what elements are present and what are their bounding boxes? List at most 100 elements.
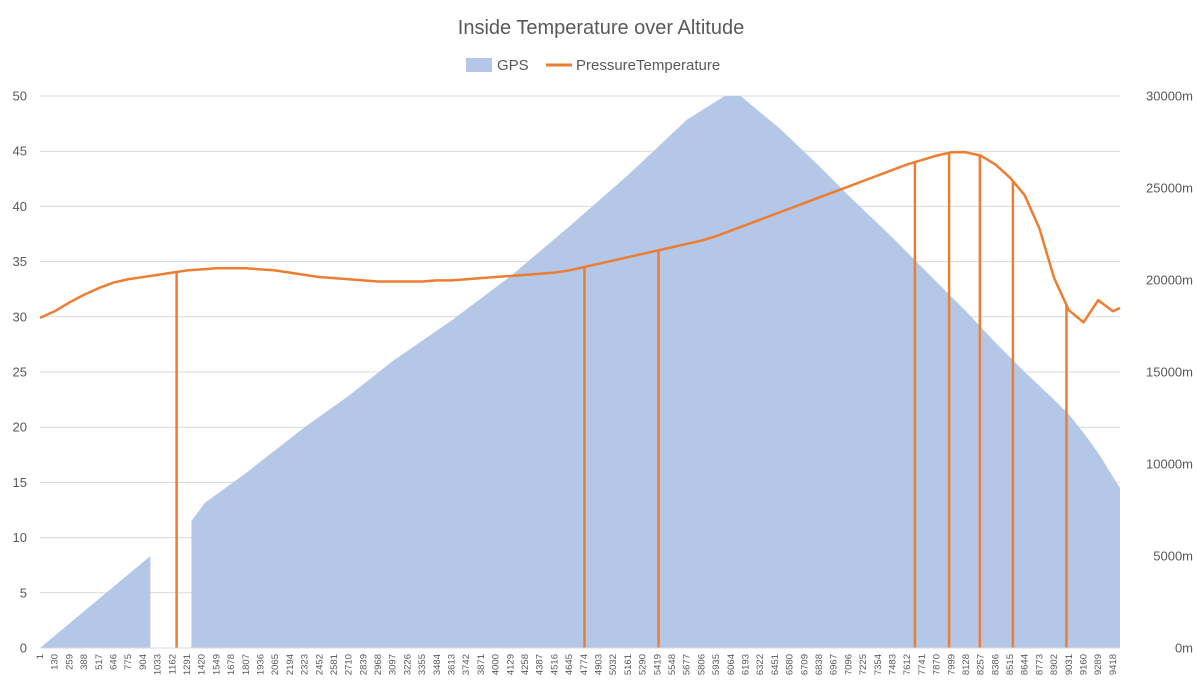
x-tick-label: 2065: [270, 654, 281, 675]
x-tick-label: 6064: [726, 654, 737, 675]
x-tick-label: 5806: [696, 654, 707, 675]
x-tick-label: 4516: [549, 654, 560, 675]
x-tick-label: 1549: [211, 654, 222, 675]
legend-gps-swatch: [466, 58, 492, 72]
x-tick-label: 2452: [314, 654, 325, 675]
gps-area-series: [40, 96, 1121, 648]
x-tick-label: 7999: [946, 654, 957, 675]
x-tick-label: 4645: [564, 654, 575, 675]
legend: GPS PressureTemperature: [466, 57, 720, 74]
x-tick-label: 4903: [594, 654, 605, 675]
x-tick-label: 8902: [1049, 654, 1060, 675]
pressure-temperature-series: [39, 151, 1121, 648]
x-tick-label: 775: [123, 654, 134, 670]
x-tick-label: 7870: [932, 654, 943, 675]
x-tick-label: 3484: [432, 654, 443, 675]
gps-area-segment-2: [191, 96, 1121, 648]
x-tick-label: 646: [108, 654, 119, 670]
x-tick-label: 7741: [917, 654, 928, 675]
y-right-tick-label: 10000m: [1146, 457, 1193, 472]
x-tick-label: 5161: [623, 654, 634, 675]
x-tick-label: 259: [64, 654, 75, 670]
y-right-tick-label: 0m: [1175, 641, 1193, 656]
x-tick-label: 2323: [300, 654, 311, 675]
x-tick-label: 3613: [447, 654, 458, 675]
x-tick-label: 7225: [858, 654, 869, 675]
x-tick-label: 5290: [638, 654, 649, 675]
x-tick-label: 3097: [388, 654, 399, 675]
gps-area-segment-1: [40, 556, 151, 648]
y-axis-right: 0m 5000m 10000m 15000m 20000m 25000m 30000m: [1146, 89, 1193, 656]
x-tick-label: 1291: [182, 654, 193, 675]
x-tick-label: 4387: [535, 654, 546, 675]
x-tick-label: 7354: [873, 654, 884, 675]
x-tick-label: 1678: [226, 654, 237, 675]
x-tick-label: 904: [138, 654, 149, 670]
legend-gps-label: GPS: [497, 57, 529, 74]
y-left-tick-label: 50: [13, 89, 27, 104]
x-tick-label: 1936: [255, 654, 266, 675]
x-tick-label: 5419: [652, 654, 663, 675]
x-tick-label: 1420: [197, 654, 208, 675]
x-tick-label: 7096: [843, 654, 854, 675]
x-tick-label: 4774: [579, 654, 590, 675]
x-tick-label: 7612: [902, 654, 913, 675]
x-tick-label: 1162: [167, 654, 178, 674]
x-tick-label: 3742: [461, 654, 472, 675]
x-tick-label: 6322: [755, 654, 766, 675]
x-tick-label: 3355: [417, 654, 428, 675]
x-tick-label: 2839: [358, 654, 369, 675]
x-tick-label: 9160: [1079, 654, 1090, 675]
x-tick-label: 6193: [740, 654, 751, 675]
x-tick-label: 9289: [1093, 654, 1104, 675]
y-left-tick-label: 35: [13, 254, 27, 269]
y-right-tick-label: 15000m: [1146, 365, 1193, 380]
y-right-tick-label: 20000m: [1146, 273, 1193, 288]
x-tick-label: 6838: [814, 654, 825, 675]
x-tick-label: 5677: [682, 654, 693, 675]
x-tick-label: 2968: [373, 654, 384, 675]
y-axis-left: 0 5 10 15 20 25 30 35 40 45 50: [13, 89, 27, 656]
y-left-tick-label: 0: [20, 641, 27, 656]
x-tick-label: 517: [94, 654, 105, 670]
y-right-tick-label: 25000m: [1146, 181, 1193, 196]
y-left-tick-label: 40: [13, 199, 27, 214]
x-tick-label: 2194: [285, 654, 296, 675]
x-tick-label: 8773: [1034, 654, 1045, 675]
x-tick-label: 5548: [667, 654, 678, 675]
x-tick-label: 1033: [153, 654, 164, 675]
x-tick-label: 4129: [505, 654, 516, 675]
y-left-tick-label: 15: [13, 475, 27, 490]
chart-title: Inside Temperature over Altitude: [458, 17, 744, 39]
x-axis: 1 130 259 388 517 646 775 904 1033 1162 1291 1420 15…: [35, 647, 1120, 675]
x-tick-label: 9418: [1108, 654, 1119, 675]
x-tick-label: 2710: [344, 654, 355, 675]
x-tick-label: 1: [35, 654, 46, 659]
y-left-tick-label: 5: [20, 585, 27, 600]
x-tick-label: 8515: [1005, 654, 1016, 675]
y-left-tick-label: 30: [13, 309, 27, 324]
x-tick-label: 1807: [241, 654, 252, 675]
y-left-tick-label: 25: [13, 365, 27, 380]
x-tick-label: 8257: [976, 654, 987, 675]
x-tick-label: 6580: [785, 654, 796, 675]
x-tick-label: 9031: [1064, 654, 1075, 675]
x-tick-label: 7483: [887, 654, 898, 675]
x-tick-label: 388: [79, 654, 90, 670]
y-right-tick-label: 5000m: [1153, 549, 1193, 564]
x-tick-label: 8644: [1020, 654, 1031, 675]
x-tick-label: 6967: [829, 654, 840, 675]
x-tick-label: 5935: [711, 654, 722, 675]
x-tick-label: 8128: [961, 654, 972, 675]
x-tick-label: 3226: [402, 654, 413, 675]
x-tick-label: 130: [50, 654, 61, 670]
x-tick-label: 4000: [491, 654, 502, 675]
x-tick-label: 6451: [770, 654, 781, 675]
x-tick-label: 8386: [990, 654, 1001, 675]
pressure-temperature-line: [39, 151, 1121, 324]
y-left-tick-label: 10: [13, 530, 27, 545]
x-tick-label: 3871: [476, 654, 487, 675]
y-left-tick-label: 45: [13, 144, 27, 159]
y-right-tick-label: 30000m: [1146, 89, 1193, 104]
x-tick-label: 5032: [608, 654, 619, 675]
